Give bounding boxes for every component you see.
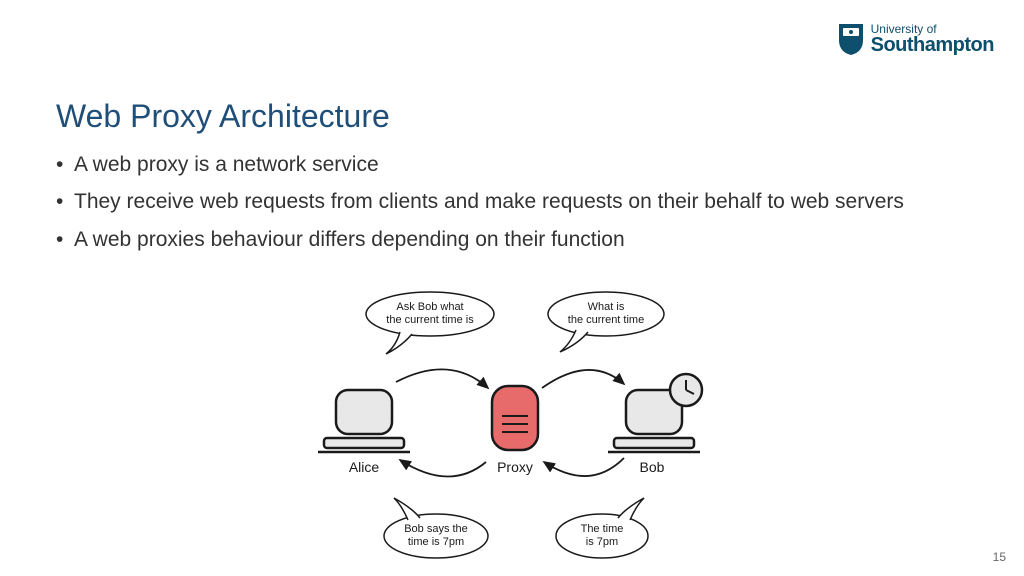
bullet-list: A web proxy is a network service They re… [56,150,968,262]
svg-text:the current time: the current time [568,314,644,326]
bullet-item: A web proxies behaviour differs dependin… [56,225,968,254]
page-number: 15 [993,550,1006,564]
bullet-item: A web proxy is a network service [56,150,968,179]
svg-text:time is 7pm: time is 7pm [408,536,464,548]
bubble-top-right: What is the current time [548,292,664,352]
arrow-proxy-to-alice [400,460,486,477]
svg-text:is 7pm: is 7pm [586,536,618,548]
bubble-bottom-left: Bob says the time is 7pm [384,498,488,558]
svg-text:the current time is: the current time is [386,314,474,326]
page-title: Web Proxy Architecture [56,98,390,135]
university-logo: University of Southampton [837,22,994,56]
arrow-alice-to-proxy [396,369,488,388]
alice-node: Alice [318,390,410,475]
logo-bottom-text: Southampton [871,35,994,55]
svg-text:What is: What is [588,301,625,313]
svg-text:The time: The time [581,523,624,535]
proxy-label: Proxy [497,459,533,475]
svg-text:Bob says the: Bob says the [404,523,468,535]
bubble-top-left: Ask Bob what the current time is [366,292,494,354]
alice-label: Alice [349,459,380,475]
arrow-bob-to-proxy [544,458,624,476]
proxy-node: Proxy [492,386,538,475]
bullet-item: They receive web requests from clients a… [56,187,968,216]
svg-text:Ask Bob what: Ask Bob what [396,301,463,313]
bob-label: Bob [640,459,665,475]
shield-icon [837,22,865,56]
bubble-bottom-right: The time is 7pm [556,498,648,558]
arrow-proxy-to-bob [542,370,624,388]
proxy-diagram: Alice Proxy Bob Ask Bob what the current… [300,290,740,570]
